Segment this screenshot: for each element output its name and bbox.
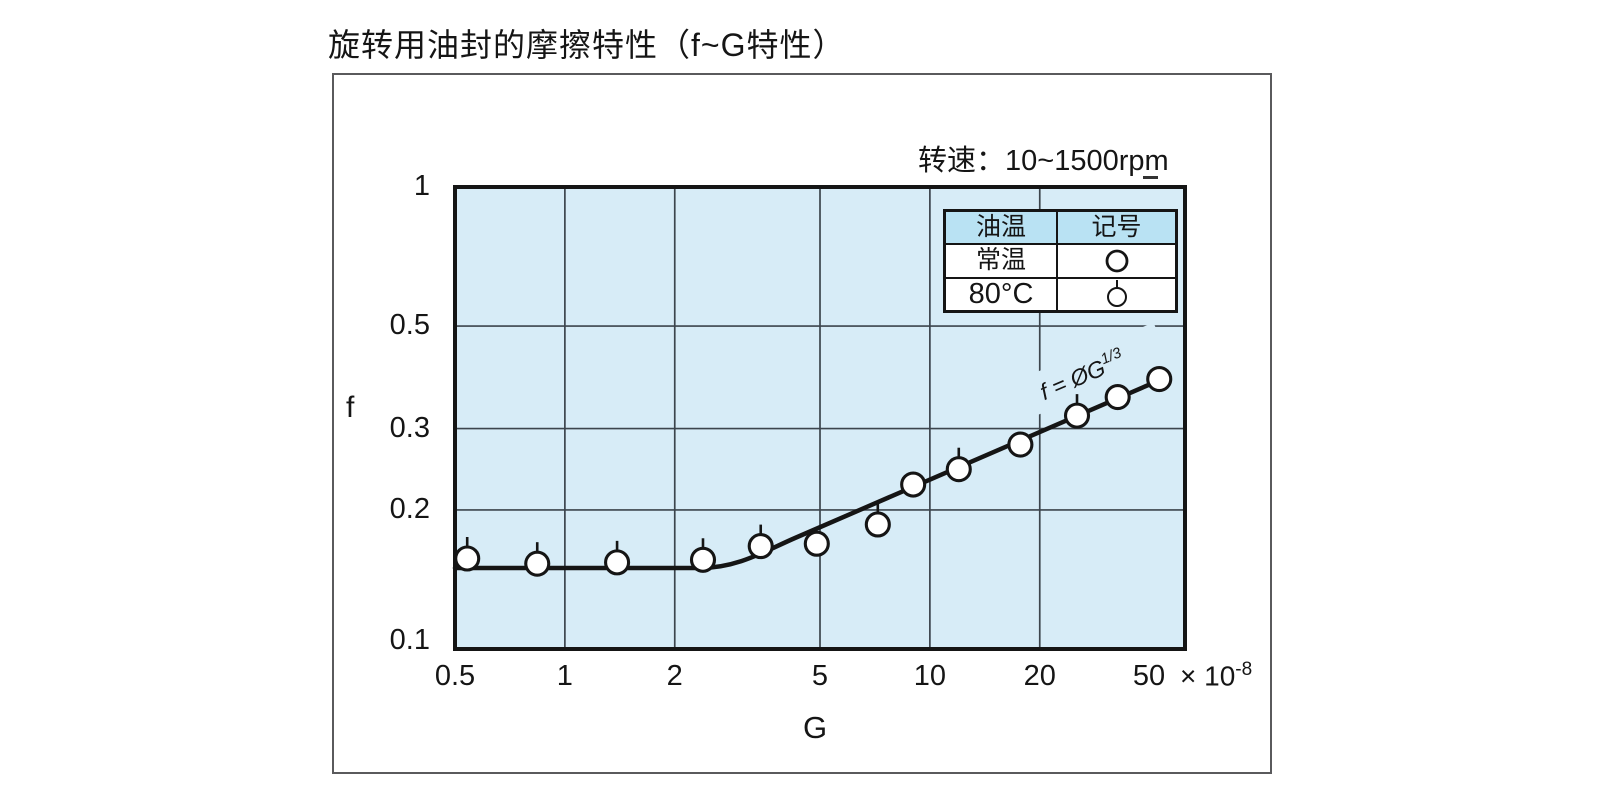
plot-border	[453, 185, 1187, 651]
scan-dash-artifact	[1143, 176, 1158, 179]
legend-symbol-room-temp	[1058, 245, 1175, 276]
data-point-circle	[900, 471, 927, 498]
x-tick-label: 0.5	[434, 660, 476, 692]
y-tick-label: 0.1	[389, 624, 430, 656]
data-point-circle	[803, 530, 830, 557]
data-point-circle	[1104, 384, 1131, 411]
x-tick-label: 1	[556, 660, 573, 692]
x-axis-unit: × 10-8	[1180, 659, 1252, 692]
circle-icon	[1105, 249, 1128, 273]
x-axis-unit-base: × 10	[1180, 660, 1236, 692]
x-axis-unit-exponent: -8	[1235, 659, 1253, 680]
y-tick-label: 1	[413, 170, 430, 202]
legend-label-room-temp: 常温	[946, 245, 1058, 277]
x-tick-label: 5	[811, 660, 829, 692]
legend-row-room-temp: 常温	[946, 245, 1175, 279]
legend-symbol-80c	[1058, 279, 1175, 310]
data-point-circle-with-tick	[1063, 394, 1091, 429]
circle-tick-icon	[1106, 280, 1127, 308]
legend-row-80c: 80°C	[946, 278, 1175, 310]
x-axis-label: G	[802, 710, 828, 745]
data-point-circle-with-tick	[689, 538, 717, 573]
legend-label-80c: 80°C	[946, 278, 1058, 310]
legend-header-symbol: 记号	[1091, 213, 1142, 242]
data-point-circle	[1146, 365, 1173, 393]
y-axis-label: f	[346, 391, 355, 424]
x-tick-label: 10	[913, 660, 947, 692]
y-tick-label: 0.5	[389, 309, 430, 342]
data-point-circle-with-tick	[945, 447, 972, 483]
data-point-circle-with-tick	[747, 524, 774, 560]
fit-equation-halo	[1020, 322, 1170, 416]
data-point-circle-with-tick	[604, 540, 631, 576]
legend-table: 油温 记号 常温 80°C	[943, 209, 1178, 313]
legend-header-oil-temp: 油温	[946, 212, 1058, 244]
fit-equation: f = ØG1/3	[1020, 322, 1170, 416]
y-tick-label: 0.2	[389, 492, 430, 525]
y-tick-label: 0.3	[389, 411, 430, 444]
data-point-circle-with-tick	[864, 502, 891, 538]
x-tick-label: 50	[1132, 660, 1166, 692]
x-tick-label: 2	[666, 660, 683, 692]
figure-title: 旋转用油封的摩擦特性（f~G特性）	[328, 27, 846, 63]
data-point-circle-with-tick	[524, 542, 551, 577]
data-point-circle	[1007, 431, 1034, 458]
speed-annotation: 转速：10~1500rpm	[918, 145, 1169, 177]
legend-header-row: 油温 记号	[946, 212, 1175, 246]
x-tick-label: 20	[1023, 660, 1056, 692]
